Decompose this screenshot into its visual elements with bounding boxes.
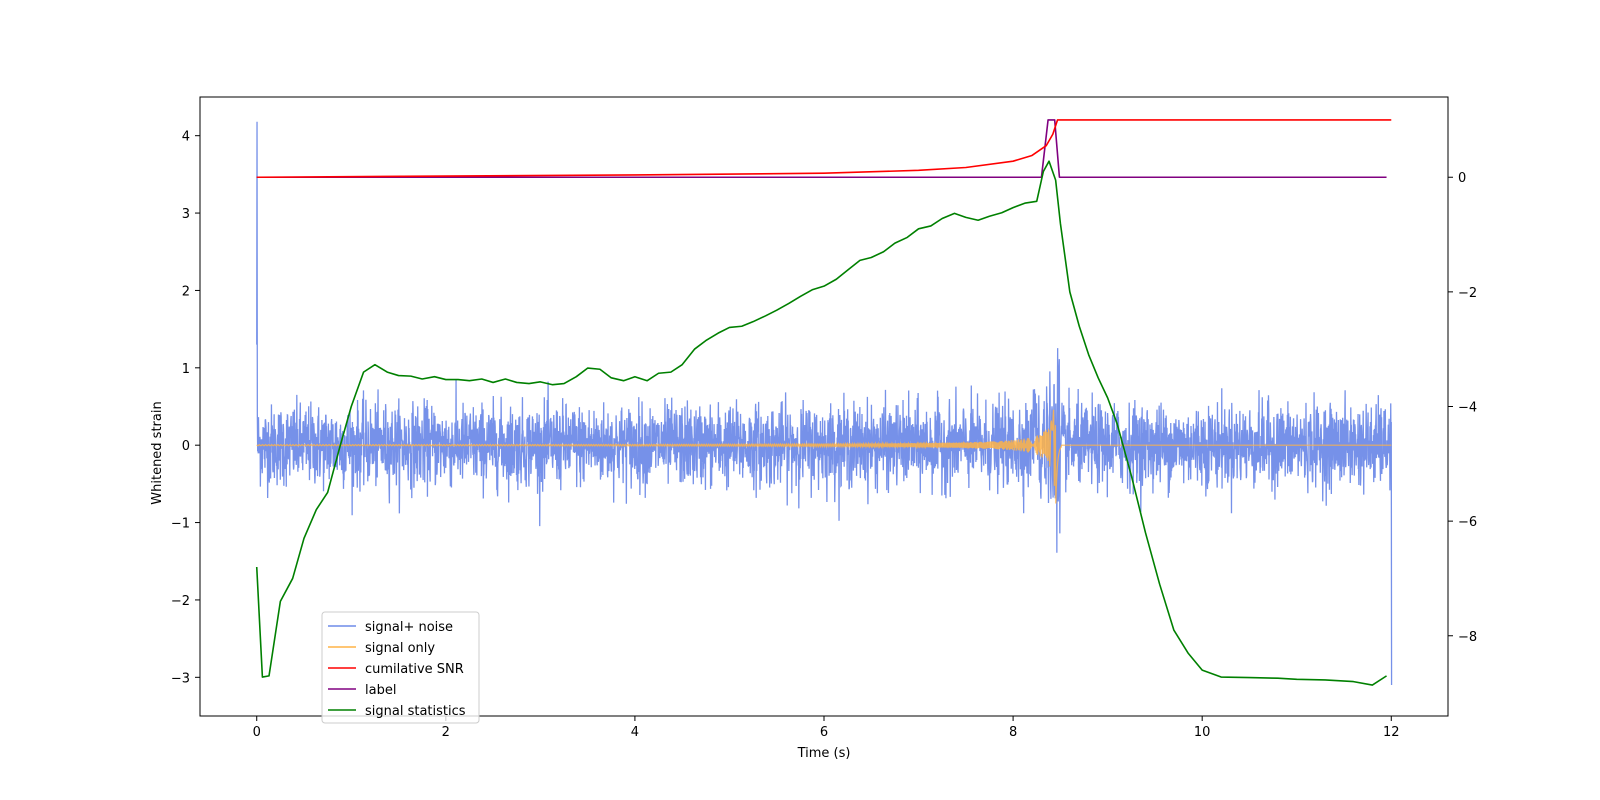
series-signal-only — [256, 409, 1392, 504]
series-label — [256, 119, 1387, 179]
y-right-tick-label: −6 — [1458, 515, 1477, 530]
legend-label: cumilative SNR — [365, 662, 464, 677]
legend-label: label — [365, 683, 396, 698]
legend-box — [321, 611, 480, 724]
plot-area — [255, 119, 1393, 686]
y-left-tick-label: 1 — [182, 362, 190, 377]
y-left-tick-label: 0 — [182, 439, 190, 454]
series-signal-noise — [256, 121, 1393, 686]
y-left-tick-label: 3 — [182, 207, 190, 222]
legend-label: signal only — [365, 641, 435, 656]
y-axis-label: Whitened strain — [150, 401, 165, 504]
legend: signal+ noise signal only cumilative SNR la… — [321, 611, 480, 724]
x-tick-label: 8 — [1009, 725, 1017, 740]
legend-label: signal statistics — [365, 704, 466, 719]
x-axis-label: Time (s) — [797, 746, 851, 761]
legend-label: signal+ noise — [365, 620, 453, 635]
y-right-tick-label: 0 — [1458, 171, 1466, 186]
x-tick-label: 6 — [820, 725, 828, 740]
y-axis-left: −3 −2 −1 0 1 2 3 4 — [171, 130, 200, 686]
x-tick-label: 4 — [631, 725, 639, 740]
series-signal-statistics — [255, 160, 1387, 686]
y-left-tick-label: −1 — [171, 517, 190, 532]
x-tick-label: 0 — [253, 725, 261, 740]
y-left-tick-label: 4 — [182, 130, 190, 145]
y-right-tick-label: −4 — [1458, 401, 1477, 416]
y-right-tick-label: −8 — [1458, 630, 1477, 645]
y-axis-right: −8 −6 −4 −2 0 — [1448, 171, 1477, 645]
y-right-tick-label: −2 — [1458, 286, 1477, 301]
x-tick-label: 2 — [442, 725, 450, 740]
y-left-tick-label: 2 — [182, 284, 190, 299]
x-tick-label: 10 — [1194, 725, 1211, 740]
x-tick-label: 12 — [1383, 725, 1400, 740]
y-left-tick-label: −3 — [171, 671, 190, 686]
series-cumulative-snr — [256, 119, 1392, 179]
y-left-tick-label: −2 — [171, 594, 190, 609]
